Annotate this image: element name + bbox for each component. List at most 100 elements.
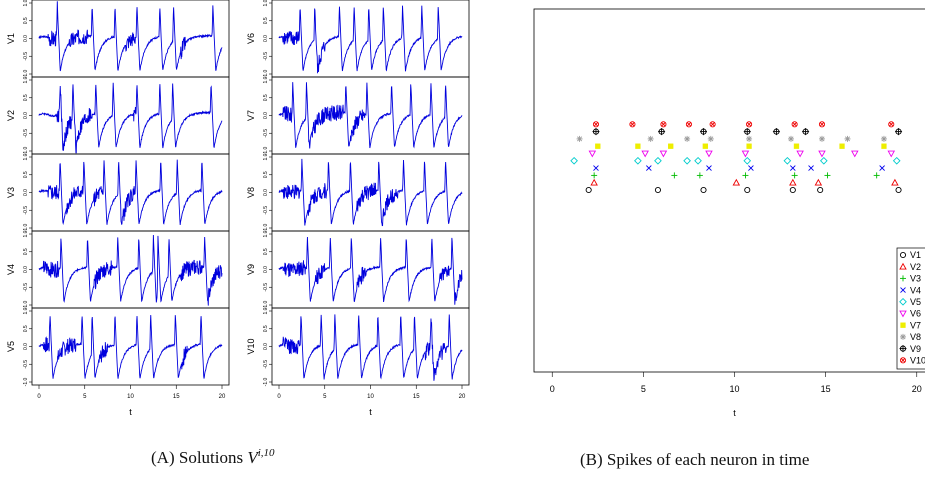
spike-point-v9 [592,128,600,136]
marker-triangle-down [641,150,649,158]
spike-point-v7 [839,143,845,149]
legend-marker-v7 [900,322,906,328]
spike-point-v4 [748,165,754,171]
series-label: V5 [6,341,16,352]
x-tick-label: 20 [219,394,226,400]
spike-point-v5 [892,156,901,165]
x-tick-label: 5 [323,394,327,400]
legend-label-v2: V2 [910,262,921,272]
marker-x-b [661,122,666,127]
spike-series-v6 [588,150,896,158]
spike-point-v6 [659,150,668,158]
y-tick-label: 0.5 [263,94,269,101]
marker-triangle-down [899,310,907,318]
x-tick-label: 0 [37,394,41,400]
caption-b-prefix: (B) [580,450,603,469]
spike-point-v10 [791,121,798,128]
marker-diamond [654,156,662,165]
spike-point-v1 [789,186,796,194]
spike-point-v5 [783,156,792,165]
y-tick-label: 0.5 [23,248,29,255]
legend-label-v1: V1 [910,250,921,260]
spike-point-v9 [802,128,810,136]
series-label: V9 [246,264,256,275]
y-tick-label: 0.0 [23,343,29,350]
spike-point-v9 [743,128,751,136]
spike-point-v3 [873,172,880,179]
y-tick-label: -0.5 [23,283,29,292]
x-tick-label: 20 [459,394,466,400]
marker-triangle-up [891,178,899,186]
trace-line-v8 [278,158,463,227]
trace-line-v4 [38,235,223,306]
y-tick-label: -1.0 [23,69,29,78]
spike-point-v7 [746,143,752,149]
caption-a-math: V [247,448,258,467]
spike-point-v5 [694,156,702,165]
y-tick-label: 0.5 [23,94,29,101]
marker-circle [791,121,798,128]
marker-asterisk-stroke [577,136,583,142]
legend-label-v9: V9 [910,344,921,354]
spike-point-v8 [576,135,583,142]
marker-diamond [683,156,691,165]
y-tick-label: 1.0 [23,153,29,160]
spike-point-v5 [570,156,578,165]
spike-point-v7 [702,143,708,149]
spike-point-v10 [629,121,636,128]
spike-point-v3 [696,172,703,179]
spike-point-v2 [891,178,899,186]
y-tick-label: -1.0 [263,300,269,309]
marker-square [595,143,601,149]
spike-point-v8 [788,135,795,142]
spike-point-v8 [844,135,851,142]
spike-point-v5 [743,156,752,165]
legend-label-v8: V8 [910,332,921,342]
spike-point-v4 [646,165,652,171]
legend-label-v3: V3 [910,274,921,284]
spike-series-v7 [595,143,887,149]
y-tick-label: -0.5 [263,283,269,292]
marker-circle [817,186,824,194]
marker-triangle-down [659,150,668,158]
marker-triangle-down [705,150,713,158]
x-tick-label: 10 [127,394,134,400]
spike-series-v1 [585,186,902,194]
marker-square [900,322,906,328]
trace-line-v10 [278,314,463,381]
spike-point-v1 [744,186,751,194]
y-tick-label: 1.0 [23,307,29,314]
marker-circle [895,186,902,194]
y-tick-label: 0.5 [23,17,29,24]
trace-line-v2 [38,82,223,154]
y-tick-label: -0.5 [23,52,29,61]
marker-triangle-down [588,150,597,158]
trace-line-v9 [278,237,463,305]
marker-square [793,143,800,149]
marker-x-b [686,122,692,127]
x-tick-label: 0 [277,394,281,400]
x-tick-label: 20 [912,384,922,394]
legend-marker-v10 [899,357,907,364]
series-label: V6 [246,33,256,44]
spike-point-v8 [880,135,887,142]
series-label: V10 [246,338,256,354]
marker-circle [744,186,751,194]
spike-point-v7 [668,143,674,149]
y-tick-label: -0.5 [23,129,29,138]
marker-asterisk-stroke [684,136,690,142]
x-tick-label: 15 [413,394,420,400]
trace-panel-v4: -1.0 -0.5 0.0 0.5 1.0 V4 [6,230,230,309]
panel-a-solutions: -1.0-0.50.00.51.0V1-1.0-0.50.00.51.0V2-1… [6,0,470,417]
spike-point-v3 [591,172,598,179]
series-label: V3 [6,187,16,198]
spike-series-v8 [576,135,887,142]
x-tick-label: 10 [367,394,374,400]
spike-point-v3 [742,172,749,179]
marker-triangle-down [818,150,826,158]
spike-point-v1 [654,186,661,194]
legend-marker-v2 [899,262,907,270]
spike-point-v8 [647,135,654,142]
trace-line-v7 [278,82,463,149]
